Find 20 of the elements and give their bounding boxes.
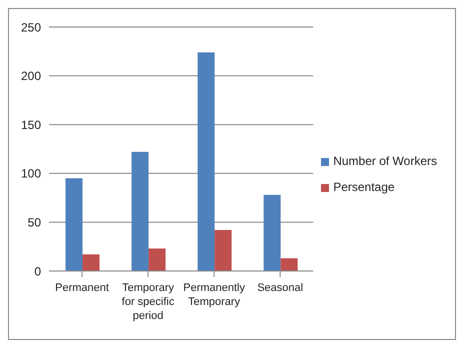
bar bbox=[198, 52, 215, 271]
bar bbox=[264, 194, 281, 271]
bar bbox=[82, 254, 100, 271]
x-tick-label: Permanent bbox=[55, 282, 109, 294]
bar bbox=[214, 230, 232, 271]
bar bbox=[280, 258, 298, 271]
y-tick-label: 200 bbox=[20, 69, 42, 84]
x-tick-label: Seasonal bbox=[257, 282, 304, 294]
y-tick-label: 50 bbox=[28, 215, 42, 230]
x-tick-label: Temporary for specific period bbox=[122, 282, 175, 322]
x-tick-label: Permanently Temporary bbox=[183, 282, 246, 308]
bar bbox=[132, 152, 149, 271]
bar bbox=[148, 248, 166, 271]
y-tick-label: 0 bbox=[34, 264, 42, 278]
y-tick-label: 100 bbox=[20, 166, 42, 181]
y-tick-label: 150 bbox=[20, 118, 42, 132]
legend-label: Persentage bbox=[333, 180, 395, 194]
bar bbox=[66, 178, 83, 271]
legend-label: Number of Workers bbox=[333, 154, 437, 168]
y-tick-label: 250 bbox=[20, 20, 42, 34]
